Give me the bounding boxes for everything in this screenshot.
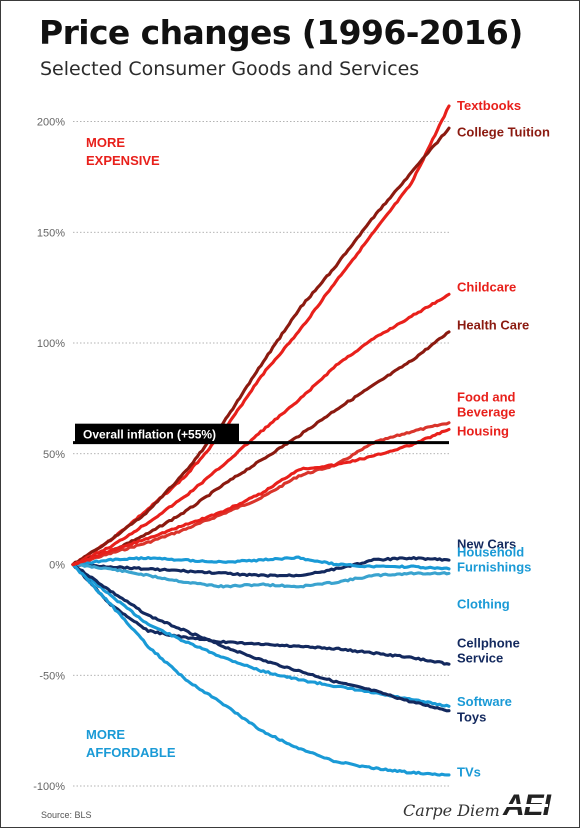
series-line-household-furnishings bbox=[71, 555, 451, 571]
source-note: Source: BLS bbox=[41, 810, 92, 820]
annotation-more-affordable-line-2: AFFORDABLE bbox=[86, 745, 176, 760]
chart-title: Price changes (1996-2016) bbox=[39, 13, 523, 52]
y-tick-label-100: 100% bbox=[37, 338, 65, 350]
chart-subtitle: Selected Consumer Goods and Services bbox=[40, 58, 420, 80]
series-label-toys: Toys bbox=[457, 709, 486, 724]
annotation-more-affordable-line-1: MORE bbox=[86, 727, 125, 742]
series-label-tvs: TVs bbox=[457, 765, 481, 780]
y-tick-label-50: -50% bbox=[39, 670, 65, 682]
series-line-college-tuition bbox=[71, 126, 451, 567]
series-label-textbooks: Textbooks bbox=[457, 98, 521, 113]
series-line-clothing bbox=[71, 562, 451, 589]
series-line-toys bbox=[71, 562, 451, 713]
series-label-clothing: Clothing bbox=[457, 596, 510, 611]
series-line-health-care bbox=[71, 330, 451, 567]
chart-title-main: Price changes bbox=[39, 13, 291, 52]
series-label-cellphone-service-line-2: Service bbox=[457, 650, 503, 665]
series-label-household-furnishings-line-1: Household bbox=[457, 545, 524, 560]
y-tick-label-200: 200% bbox=[37, 117, 65, 129]
series-line-new-cars bbox=[71, 556, 451, 578]
series-label-housing: Housing bbox=[457, 424, 509, 439]
inflation-label-box bbox=[75, 423, 239, 444]
y-tick-label-50: 50% bbox=[43, 449, 65, 461]
series-label-cellphone-service-line-1: Cellphone bbox=[457, 635, 520, 650]
series-label-health-care: Health Care bbox=[457, 317, 529, 332]
y-tick-label-0: 0% bbox=[49, 560, 65, 572]
series-line-childcare bbox=[71, 292, 451, 567]
y-tick-label-150: 150% bbox=[37, 227, 65, 239]
series-line-food-and-beverage bbox=[71, 421, 451, 567]
series-label-software: Software bbox=[457, 694, 512, 709]
series-label-food-and-beverage-line-1: Food and bbox=[457, 390, 516, 405]
series-label-college-tuition: College Tuition bbox=[457, 125, 550, 140]
series-line-cellphone-service bbox=[71, 562, 451, 666]
inflation-label: Overall inflation (+55%) bbox=[83, 428, 216, 442]
series-label-new-cars: New Cars bbox=[457, 537, 516, 552]
chart-title-years: (1996-2016) bbox=[301, 13, 524, 52]
carpe-diem-logo: Carpe Diem bbox=[403, 801, 500, 820]
series-line-housing bbox=[71, 427, 451, 567]
series-label-household-furnishings-line-2: Furnishings bbox=[457, 560, 531, 575]
aei-logo: AEI bbox=[503, 789, 551, 822]
series-label-food-and-beverage-line-2: Beverage bbox=[457, 405, 516, 420]
annotation-more-expensive-line-1: MORE bbox=[86, 135, 125, 150]
annotation-more-expensive-line-2: EXPENSIVE bbox=[86, 153, 160, 168]
series-line-tvs bbox=[71, 562, 451, 777]
y-tick-label-100: -100% bbox=[33, 781, 65, 793]
series-label-childcare: Childcare bbox=[457, 280, 516, 295]
series-line-textbooks bbox=[71, 104, 451, 567]
